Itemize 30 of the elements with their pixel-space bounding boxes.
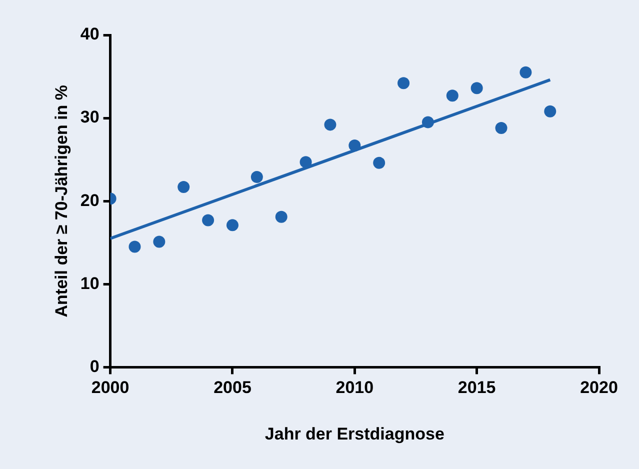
x-tick-label: 2010 — [336, 378, 374, 398]
y-tick-label: 0 — [90, 356, 100, 376]
x-tick-label: 2015 — [458, 378, 496, 398]
point — [226, 219, 238, 232]
point — [128, 240, 141, 253]
point — [300, 156, 312, 168]
x-tick-label: 2005 — [214, 378, 252, 398]
y-tick-label: 20 — [80, 190, 100, 210]
y-tick-label: 40 — [80, 24, 100, 44]
point — [495, 122, 508, 134]
point — [178, 180, 190, 193]
point — [153, 236, 166, 248]
point — [250, 171, 263, 184]
x-tick-label: 2000 — [91, 378, 130, 398]
point — [275, 210, 288, 223]
point — [470, 82, 483, 94]
y-tick-label: 10 — [80, 274, 100, 293]
point — [446, 90, 458, 102]
x-axis-title: Jahr der Erstdiagnose — [264, 424, 444, 444]
point — [202, 214, 214, 226]
y-axis-title: Anteil der ≥ 70-Jährigen in % — [52, 84, 71, 318]
x-tick-label: 2020 — [580, 378, 618, 398]
y-tick-label: 30 — [80, 108, 100, 127]
point — [398, 77, 410, 90]
point — [324, 118, 336, 131]
point — [348, 139, 361, 152]
point — [422, 116, 434, 128]
point — [544, 105, 556, 118]
point — [520, 66, 532, 78]
point — [373, 156, 386, 169]
